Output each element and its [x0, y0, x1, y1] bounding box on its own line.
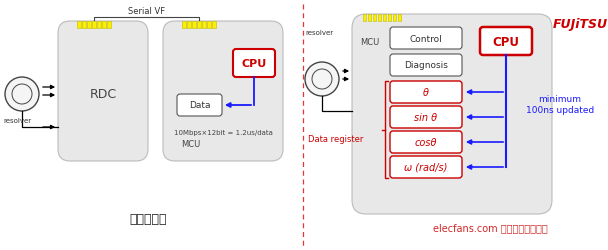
FancyBboxPatch shape [58, 22, 148, 161]
FancyBboxPatch shape [352, 15, 552, 214]
Text: 10Mbps×12bit = 1.2us/data: 10Mbps×12bit = 1.2us/data [173, 130, 272, 136]
Text: Serial VF: Serial VF [128, 7, 165, 16]
Text: CPU: CPU [241, 59, 267, 69]
FancyBboxPatch shape [390, 132, 462, 154]
Text: resolver: resolver [305, 30, 333, 36]
Text: CPU: CPU [492, 35, 519, 48]
Text: MCU: MCU [360, 38, 379, 47]
Text: MCU: MCU [181, 140, 200, 149]
Bar [92, 22, 95, 29]
Bar [398, 15, 401, 22]
Text: resolver: resolver [3, 118, 31, 124]
Text: ω (rad/s): ω (rad/s) [404, 162, 447, 172]
FancyBboxPatch shape [390, 82, 462, 104]
FancyBboxPatch shape [163, 22, 283, 161]
Bar [82, 22, 86, 29]
Text: Diagnosis: Diagnosis [404, 61, 448, 70]
Circle shape [305, 63, 339, 96]
FancyBboxPatch shape [233, 50, 275, 78]
Bar [97, 22, 101, 29]
Text: elecfans.com 内置化后系统友好: elecfans.com 内置化后系统友好 [433, 222, 547, 232]
FancyBboxPatch shape [480, 28, 532, 56]
Bar [383, 15, 386, 22]
Text: RDC: RDC [89, 88, 117, 101]
Bar [378, 15, 381, 22]
Bar [197, 22, 201, 29]
Text: cosθ: cosθ [415, 138, 437, 147]
Text: sin θ: sin θ [415, 112, 438, 122]
Circle shape [12, 85, 32, 104]
FancyBboxPatch shape [177, 94, 222, 116]
Text: Control: Control [410, 34, 443, 43]
Text: minimum
100ns updated: minimum 100ns updated [526, 95, 594, 114]
Text: θ: θ [423, 88, 429, 98]
Text: 现有的系统: 现有的系统 [130, 213, 167, 226]
Bar [88, 22, 91, 29]
FancyBboxPatch shape [390, 28, 462, 50]
Bar [102, 22, 106, 29]
FancyBboxPatch shape [390, 106, 462, 128]
Text: FUJiTSU: FUJiTSU [553, 18, 607, 31]
Bar [207, 22, 211, 29]
Bar [182, 22, 186, 29]
Bar [373, 15, 376, 22]
Circle shape [5, 78, 39, 112]
Text: Data register: Data register [308, 135, 364, 144]
Bar [202, 22, 206, 29]
Bar [187, 22, 191, 29]
Bar [212, 22, 216, 29]
Circle shape [312, 70, 332, 90]
Bar [388, 15, 392, 22]
FancyBboxPatch shape [390, 156, 462, 178]
Bar [368, 15, 371, 22]
Bar [363, 15, 366, 22]
Text: Data: Data [188, 101, 210, 110]
Bar [192, 22, 196, 29]
Bar [77, 22, 81, 29]
Bar [107, 22, 111, 29]
Bar [393, 15, 396, 22]
FancyBboxPatch shape [390, 55, 462, 77]
